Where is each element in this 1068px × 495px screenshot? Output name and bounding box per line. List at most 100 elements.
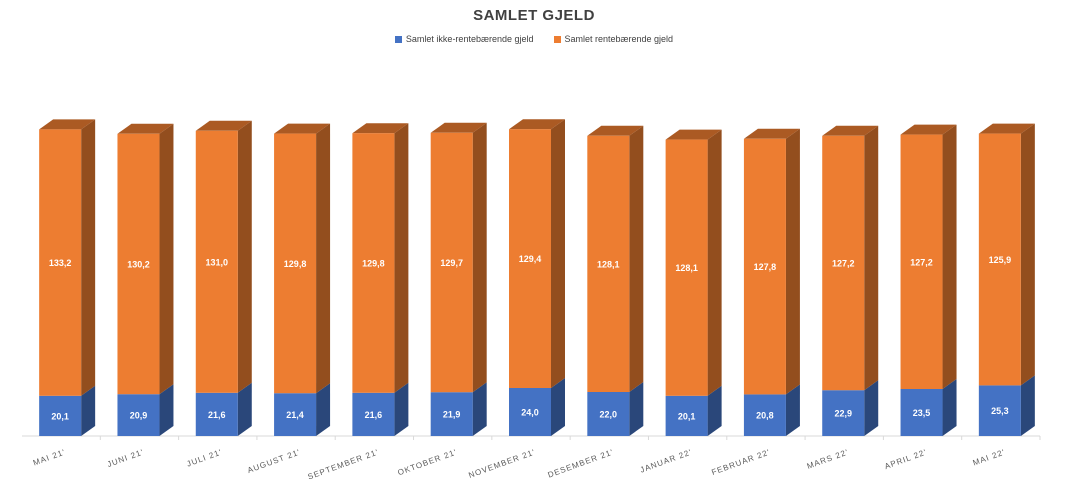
data-label-rentebaerende-6: 129,4 [519,254,542,264]
bar-side-rentebaerende-5 [472,122,487,393]
x-tick-label-4: SEPTEMBER 21' [307,447,381,481]
data-label-ikke-rentebaerende-0: 20,1 [51,411,69,421]
bar-rentebaerende-5 [430,132,473,393]
bar-top-rentebaerende-11 [900,124,957,135]
bar-ikke-rentebaerende-12 [978,385,1021,436]
bar-side-rentebaerende-0 [81,119,96,396]
bar-top-rentebaerende-7 [587,125,644,136]
bar-rentebaerende-10 [822,135,865,391]
bar-rentebaerende-6 [509,129,551,388]
bar-side-rentebaerende-4 [394,123,409,393]
bar-rentebaerende-11 [900,134,943,389]
bar-side-ikke-rentebaerende-6 [551,378,565,436]
bar-top-rentebaerende-0 [39,119,96,130]
data-label-rentebaerende-12: 125,9 [989,255,1012,265]
data-label-ikke-rentebaerende-9: 20,8 [756,411,774,421]
x-tick-label-9: FEBRUAR 22' [710,447,771,477]
bar-rentebaerende-9 [743,138,786,395]
bar-side-ikke-rentebaerende-10 [864,380,879,436]
bar-side-rentebaerende-11 [942,124,957,389]
bar-rentebaerende-2 [195,130,238,393]
bar-side-rentebaerende-10 [864,125,879,391]
bar-ikke-rentebaerende-0 [39,395,82,436]
bar-side-ikke-rentebaerende-12 [1020,375,1035,436]
bar-rentebaerende-4 [352,133,395,393]
x-tick-label-10: MARS 22' [806,447,850,470]
x-tick-label-2: JULI 21' [186,447,224,468]
data-label-ikke-rentebaerende-4: 21,6 [365,410,383,420]
bar-top-rentebaerende-3 [274,123,331,134]
x-tick-label-11: APRIL 22' [883,447,928,471]
bar-side-rentebaerende-3 [316,123,331,394]
chart-title: SAMLET GJELD [473,7,595,24]
data-label-ikke-rentebaerende-3: 21,4 [286,410,304,420]
data-label-ikke-rentebaerende-2: 21,6 [208,410,226,420]
bar-side-rentebaerende-8 [707,129,722,396]
bar-side-rentebaerende-2 [237,120,252,393]
bar-top-rentebaerende-9 [743,128,800,139]
data-label-ikke-rentebaerende-12: 25,3 [991,406,1009,416]
data-label-rentebaerende-4: 129,8 [362,259,385,269]
chart-legend: Samlet ikke-rentebærende gjeld Samlet re… [0,34,1068,44]
data-label-ikke-rentebaerende-11: 23,5 [913,408,931,418]
data-label-rentebaerende-11: 127,2 [910,257,933,267]
bar-top-rentebaerende-8 [665,129,722,140]
bar-ikke-rentebaerende-2 [195,392,238,436]
bar-rentebaerende-1 [117,133,160,395]
legend-item-rentebaerende: Samlet rentebærende gjeld [553,34,674,44]
bar-side-ikke-rentebaerende-3 [316,383,331,436]
bar-side-ikke-rentebaerende-2 [237,382,252,436]
bar-side-ikke-rentebaerende-1 [159,384,174,436]
bar-side-ikke-rentebaerende-9 [785,384,800,436]
data-label-ikke-rentebaerende-10: 22,9 [834,409,852,419]
bar-ikke-rentebaerende-7 [587,392,630,436]
bar-rentebaerende-12 [978,133,1021,386]
x-tick-label-3: AUGUST 21' [246,447,302,475]
legend-label-ikke-rentebaerende: Samlet ikke-rentebærende gjeld [405,34,534,44]
bar-top-rentebaerende-6 [509,119,565,130]
bar-side-rentebaerende-7 [629,125,644,393]
bar-ikke-rentebaerende-6 [509,388,551,436]
x-tick-label-12: MAI 22' [972,447,1007,467]
bar-rentebaerende-8 [665,139,708,396]
bar-side-rentebaerende-1 [159,123,174,395]
data-label-rentebaerende-2: 131,0 [206,257,229,267]
bar-side-rentebaerende-6 [551,119,565,388]
bar-ikke-rentebaerende-8 [665,395,708,436]
bar-rentebaerende-0 [39,129,82,396]
bar-ikke-rentebaerende-5 [430,392,473,436]
legend-item-ikke-rentebaerende: Samlet ikke-rentebærende gjeld [394,34,534,44]
x-tick-label-1: JUNI 21' [106,447,145,469]
bar-top-rentebaerende-2 [195,120,252,131]
bar-top-rentebaerende-12 [978,123,1035,134]
data-label-rentebaerende-7: 128,1 [597,259,620,269]
bar-top-rentebaerende-1 [117,123,174,134]
legend-swatch-ikke-rentebaerende [394,35,402,43]
data-label-rentebaerende-5: 129,7 [440,258,463,268]
bar-top-rentebaerende-10 [822,125,879,136]
x-tick-label-5: OKTOBER 21' [396,447,458,477]
data-label-rentebaerende-0: 133,2 [49,258,72,268]
data-label-ikke-rentebaerende-8: 20,1 [678,411,696,421]
x-tick-label-6: NOVEMBER 21' [467,447,536,480]
data-label-ikke-rentebaerende-6: 24,0 [521,408,539,418]
legend-label-rentebaerende: Samlet rentebærende gjeld [564,34,674,44]
bar-ikke-rentebaerende-4 [352,392,395,436]
bar-ikke-rentebaerende-1 [117,394,160,436]
bar-ikke-rentebaerende-3 [274,393,317,436]
data-label-ikke-rentebaerende-1: 20,9 [130,411,148,421]
bar-ikke-rentebaerende-10 [822,390,865,436]
bar-side-rentebaerende-12 [1020,123,1035,386]
data-label-rentebaerende-1: 130,2 [127,260,150,270]
bar-side-ikke-rentebaerende-5 [472,382,487,436]
data-label-ikke-rentebaerende-5: 21,9 [443,410,461,420]
bar-top-rentebaerende-5 [430,122,487,133]
data-label-rentebaerende-10: 127,2 [832,259,855,269]
bar-top-rentebaerende-4 [352,123,409,134]
bar-side-ikke-rentebaerende-7 [629,382,644,436]
data-label-ikke-rentebaerende-7: 22,0 [600,410,618,420]
x-tick-label-8: JANUAR 22' [639,447,693,474]
legend-swatch-rentebaerende [553,35,561,43]
data-label-rentebaerende-3: 129,8 [284,259,307,269]
